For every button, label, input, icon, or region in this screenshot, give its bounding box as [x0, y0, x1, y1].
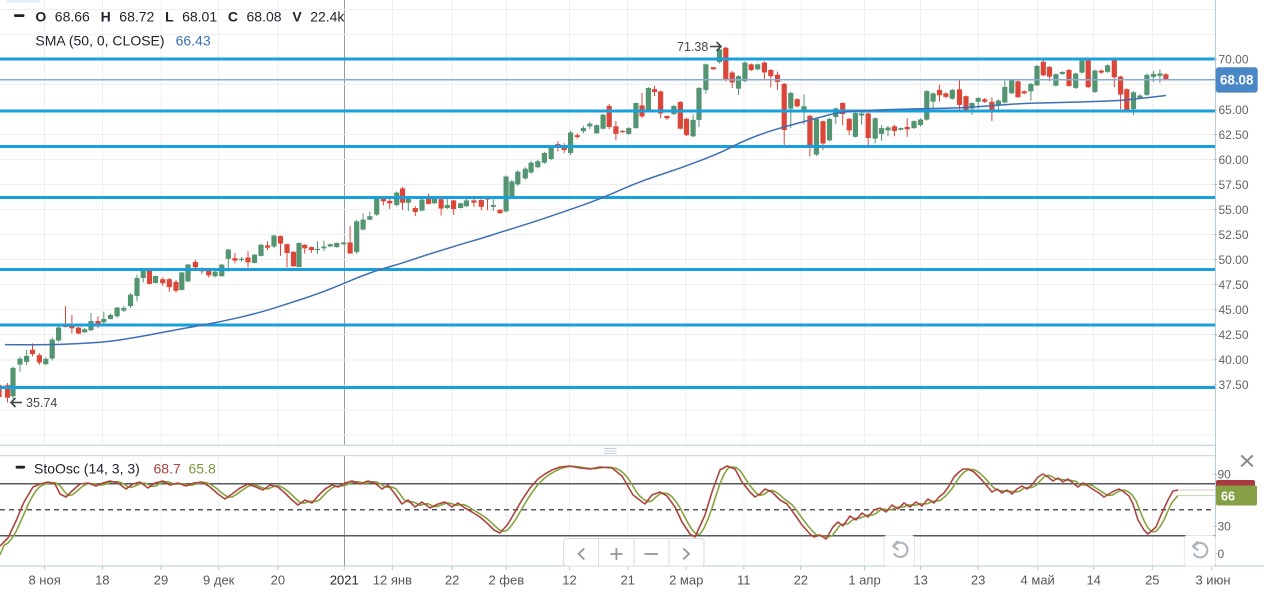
svg-text:12 янв: 12 янв	[373, 572, 412, 587]
svg-text:70.00: 70.00	[1219, 53, 1249, 67]
svg-text:57.50: 57.50	[1219, 178, 1249, 192]
svg-text:50.00: 50.00	[1219, 253, 1249, 267]
svg-text:29: 29	[154, 572, 168, 587]
svg-text:55.00: 55.00	[1219, 203, 1249, 217]
svg-text:68.08: 68.08	[247, 8, 282, 24]
svg-text:30: 30	[1218, 520, 1232, 534]
svg-text:1 апр: 1 апр	[848, 572, 880, 587]
svg-text:52.50: 52.50	[1219, 228, 1249, 242]
svg-text:2 фев: 2 фев	[488, 572, 524, 587]
svg-text:68.01: 68.01	[182, 8, 217, 24]
svg-text:66: 66	[1221, 489, 1235, 503]
svg-text:13: 13	[913, 572, 927, 587]
svg-text:37.50: 37.50	[1219, 378, 1249, 392]
svg-text:22: 22	[445, 572, 459, 587]
svg-text:40.00: 40.00	[1219, 353, 1249, 367]
svg-text:71.38: 71.38	[677, 40, 708, 54]
svg-text:68.72: 68.72	[119, 8, 154, 24]
svg-text:68.7: 68.7	[154, 460, 181, 476]
svg-text:L: L	[165, 8, 174, 24]
svg-text:9 дек: 9 дек	[203, 572, 235, 587]
svg-text:35.74: 35.74	[26, 396, 57, 410]
svg-text:H: H	[101, 8, 111, 24]
svg-text:2 мар: 2 мар	[669, 572, 703, 587]
svg-text:12: 12	[562, 572, 576, 587]
svg-text:65.00: 65.00	[1219, 103, 1249, 117]
svg-text:8 ноя: 8 ноя	[28, 572, 60, 587]
svg-text:23: 23	[971, 572, 985, 587]
svg-text:42.50: 42.50	[1219, 328, 1249, 342]
svg-text:65.8: 65.8	[189, 460, 216, 476]
svg-text:20: 20	[271, 572, 285, 587]
svg-text:47.50: 47.50	[1219, 278, 1249, 292]
svg-text:StoOsc (14, 3, 3): StoOsc (14, 3, 3)	[34, 460, 140, 476]
svg-text:68.08: 68.08	[1220, 73, 1254, 88]
svg-text:V: V	[292, 8, 302, 24]
svg-text:60.00: 60.00	[1219, 153, 1249, 167]
svg-text:18: 18	[95, 572, 109, 587]
svg-text:25: 25	[1145, 572, 1159, 587]
svg-text:90: 90	[1218, 468, 1232, 482]
svg-text:SMA (50, 0, CLOSE): SMA (50, 0, CLOSE)	[35, 33, 164, 49]
svg-text:22.4k: 22.4k	[310, 8, 345, 24]
svg-text:4 май: 4 май	[1021, 572, 1055, 587]
svg-text:2021: 2021	[330, 572, 359, 587]
svg-text:14: 14	[1086, 572, 1100, 587]
svg-text:66.43: 66.43	[176, 33, 211, 49]
svg-text:O: O	[35, 8, 46, 24]
svg-text:68.66: 68.66	[55, 8, 90, 24]
svg-text:21: 21	[620, 572, 634, 587]
svg-text:C: C	[228, 8, 238, 24]
svg-text:62.50: 62.50	[1219, 128, 1249, 142]
svg-text:22: 22	[794, 572, 808, 587]
svg-text:45.00: 45.00	[1219, 303, 1249, 317]
svg-text:3 июн: 3 июн	[1195, 572, 1230, 587]
svg-text:11: 11	[737, 572, 751, 587]
svg-text:0: 0	[1218, 547, 1225, 561]
